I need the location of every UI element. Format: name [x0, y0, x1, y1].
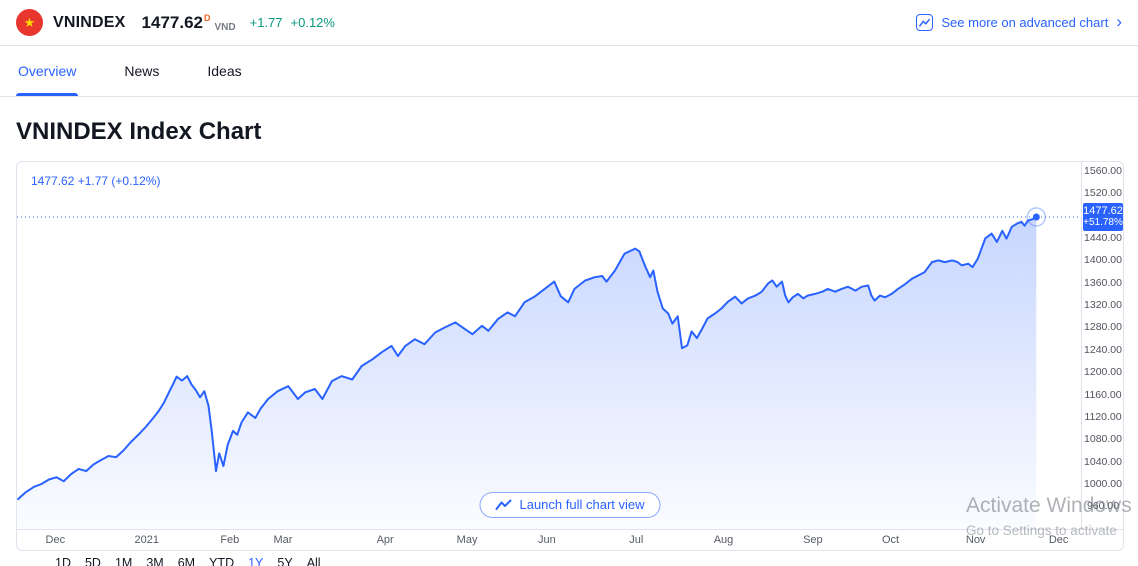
price-axis-label: 1440.00	[1084, 232, 1122, 245]
time-axis-label: Jul	[629, 534, 644, 546]
range-button-1y[interactable]: 1Y	[248, 556, 264, 566]
chart-line-icon	[916, 14, 934, 31]
range-button-6m[interactable]: 6M	[177, 556, 196, 566]
time-axis-label: May	[456, 534, 478, 546]
range-button-5d[interactable]: 5D	[84, 556, 101, 566]
range-button-3m[interactable]: 3M	[146, 556, 164, 566]
range-button-1m[interactable]: 1M	[114, 556, 133, 566]
time-axis-label: Dec	[45, 534, 66, 546]
symbol-price: 1477.62DVND	[142, 13, 236, 33]
chart-legend: 1477.62 +1.77 (+0.12%)	[31, 174, 161, 188]
price-axis-label: 1200.00	[1084, 366, 1122, 379]
price-axis-label: 1520.00	[1084, 187, 1122, 200]
price-area-chart	[17, 207, 1081, 529]
price-axis-label: 1400.00	[1084, 254, 1122, 267]
price-change: +1.77 +0.12%	[250, 15, 335, 30]
chart-line-icon	[495, 499, 512, 510]
time-axis: Dec 2021 Feb Mar Apr May Jun Jul Aug Sep Oct Nov Dec	[17, 529, 1123, 550]
price-axis-label: 960.00	[1086, 500, 1120, 513]
range-button-all[interactable]: All	[306, 556, 321, 566]
price-axis-label: 1560.00	[1084, 164, 1122, 177]
page-title: VNINDEX Index Chart	[16, 118, 262, 145]
price-axis-label: 1040.00	[1084, 455, 1122, 468]
price-axis-label: 1120.00	[1084, 410, 1122, 423]
time-axis-label: Jun	[537, 534, 556, 546]
range-button-1d[interactable]: 1D	[55, 556, 71, 566]
tab-news[interactable]: News	[124, 63, 160, 79]
market-flag-superscript: D	[203, 12, 211, 23]
launch-full-chart-button[interactable]: Launch full chart view	[479, 492, 661, 518]
price-axis: 1560.001520.001480.001440.001400.001360.…	[1081, 162, 1123, 529]
launch-full-chart-label: Launch full chart view	[519, 497, 645, 512]
last-price-value: 1477.62	[1083, 204, 1123, 217]
chart-widget: 1477.62 +1.77 (+0.12%) 1560.001520.00148…	[16, 161, 1124, 551]
tab-ideas[interactable]: Ideas	[207, 63, 242, 79]
change-percent: +0.12%	[290, 15, 335, 30]
time-axis-label: Oct	[881, 534, 900, 546]
last-price-badge: 1477.62 +51.78%	[1083, 202, 1123, 231]
advanced-chart-link[interactable]: See more on advanced chart ›	[916, 12, 1122, 31]
price-axis-label: 1000.00	[1084, 477, 1122, 490]
time-axis-label: Nov	[965, 534, 986, 546]
symbol-header: ★ VNINDEX 1477.62DVND +1.77 +0.12% See m…	[0, 0, 1138, 46]
range-button-5y[interactable]: 5Y	[277, 556, 293, 566]
price-axis-label: 1280.00	[1084, 321, 1122, 334]
time-axis-label: Aug	[713, 534, 734, 546]
time-axis-label: Mar	[273, 534, 293, 546]
range-button-ytd[interactable]: YTD	[209, 556, 235, 566]
price-axis-label: 1360.00	[1084, 276, 1122, 289]
time-axis-label: 2021	[134, 534, 160, 546]
time-axis-label: Sep	[803, 534, 823, 546]
chevron-right-icon: ›	[1116, 12, 1122, 31]
tab-bar: Overview News Ideas	[0, 46, 1138, 97]
time-axis-label: Apr	[376, 534, 394, 546]
currency-label: VND	[214, 21, 236, 33]
tab-overview[interactable]: Overview	[15, 46, 79, 96]
price-axis-label: 1240.00	[1084, 343, 1122, 356]
price-value: 1477.62	[141, 12, 203, 32]
period-change-percent: +51.78%	[1083, 216, 1123, 228]
chart-plot-area[interactable]: 1477.62 +1.77 (+0.12%)	[17, 162, 1081, 529]
price-axis-label: 1160.00	[1084, 388, 1122, 401]
time-axis-label: Feb	[220, 534, 240, 546]
vietnam-flag-icon: ★	[16, 9, 43, 36]
time-range-bar: 1D 5D 1M 3M 6M YTD 1Y 5Y All	[55, 556, 1138, 566]
symbol-name: VNINDEX	[53, 13, 126, 31]
price-axis-label: 1080.00	[1084, 433, 1122, 446]
price-axis-label: 1320.00	[1084, 299, 1122, 312]
time-axis-label: Dec	[1048, 534, 1069, 546]
change-absolute: +1.77	[249, 15, 283, 30]
advanced-chart-link-label: See more on advanced chart	[941, 15, 1109, 30]
